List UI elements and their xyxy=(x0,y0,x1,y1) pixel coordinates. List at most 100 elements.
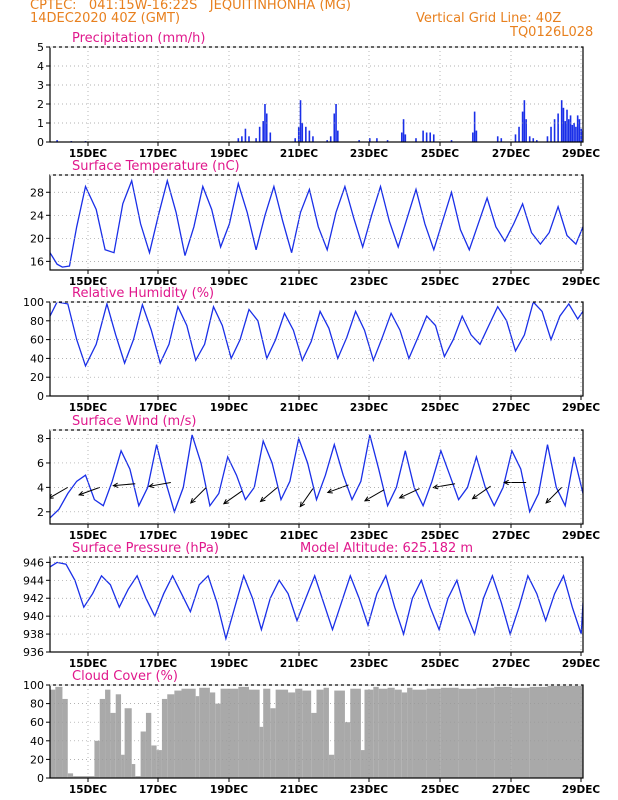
cloud-bar xyxy=(401,692,408,778)
y-tick-label: 1 xyxy=(37,117,44,130)
cloud-bar xyxy=(115,694,122,778)
precip-bar xyxy=(262,121,264,142)
cloud-bar xyxy=(360,750,365,778)
wind-arrow-head xyxy=(471,494,478,500)
series-line xyxy=(50,302,583,368)
cloud-bar xyxy=(99,698,106,778)
y-tick-label: 2 xyxy=(37,506,44,519)
precip-bar xyxy=(593,121,595,142)
y-tick-label: 28 xyxy=(30,186,44,199)
precip-bar xyxy=(571,124,574,142)
cloud-bar xyxy=(458,688,477,778)
wind-arrow-shaft xyxy=(399,488,420,499)
wind-arrow-head xyxy=(259,496,266,503)
y-tick-label: 60 xyxy=(30,334,44,347)
cloud-bar xyxy=(73,776,95,778)
precip-bar xyxy=(308,130,311,142)
wind-arrow-shaft xyxy=(78,486,100,496)
x-tick-label: 27DEC xyxy=(492,148,531,160)
x-tick-label: 25DEC xyxy=(421,530,460,542)
precip-bar xyxy=(536,140,538,142)
precip-bar xyxy=(415,138,417,142)
cloud-bar xyxy=(323,687,329,778)
cloud-bar xyxy=(50,689,56,778)
x-tick-label: 23DEC xyxy=(350,148,389,160)
precip-bar xyxy=(596,123,598,142)
wind-arrow-head xyxy=(502,479,509,486)
precip-bar xyxy=(402,119,405,142)
x-tick-label: 21DEC xyxy=(280,530,319,542)
panel-frame xyxy=(49,174,584,271)
y-tick-label: 16 xyxy=(30,255,44,268)
cloud-bar xyxy=(407,687,413,778)
cloud-bar xyxy=(62,698,68,778)
panel-title: Surface Wind (m/s) xyxy=(72,414,196,429)
x-tick-label: 15DEC xyxy=(69,148,108,160)
x-tick-label: 17DEC xyxy=(139,148,178,160)
precip-bar xyxy=(386,140,389,142)
cloud-bar xyxy=(131,764,136,778)
wind-arrow-head xyxy=(545,498,552,504)
header-station-line: CPTEC: 041:15W-16:22S JEQUITINHONHA (MG) xyxy=(30,0,351,13)
panel-6 xyxy=(46,684,584,782)
precip-bar xyxy=(369,138,371,142)
cloud-bar xyxy=(215,703,221,778)
cloud-bar xyxy=(209,692,216,778)
cloud-bar xyxy=(167,694,175,778)
precip-bar xyxy=(518,126,520,142)
cloud-bar xyxy=(105,689,111,778)
precip-bar xyxy=(429,132,432,142)
precip-bar xyxy=(575,126,577,142)
precip-bar xyxy=(591,125,593,142)
x-tick-label: 19DEC xyxy=(210,402,249,414)
precip-bar xyxy=(56,140,58,142)
precip-bar xyxy=(586,119,588,142)
precip-bar xyxy=(294,138,296,142)
panel-frame xyxy=(49,46,584,143)
cloud-bar xyxy=(316,689,324,778)
y-tick-label: 2 xyxy=(37,98,44,111)
cloud-bar xyxy=(529,686,548,778)
precip-bar xyxy=(422,130,424,142)
cloud-bar xyxy=(110,712,116,778)
wind-arrow-head xyxy=(112,482,119,488)
panel-content xyxy=(50,178,583,268)
y-tick-label: 0 xyxy=(37,772,44,785)
x-tick-label: 27DEC xyxy=(492,276,531,288)
precip-bar xyxy=(564,121,567,142)
wind-arrow-head xyxy=(326,488,333,494)
x-tick-label: 29DEC xyxy=(562,658,601,670)
panel-4 xyxy=(46,429,584,528)
wind-arrow-shaft xyxy=(50,486,69,499)
y-tick-label: 100 xyxy=(23,679,44,692)
y-tick-label: 24 xyxy=(30,209,44,222)
wind-arrow-shaft xyxy=(260,486,278,502)
cloud-bar xyxy=(373,686,379,778)
y-tick-label: 936 xyxy=(23,646,44,659)
x-tick-label: 15DEC xyxy=(69,276,108,288)
x-tick-label: 17DEC xyxy=(139,402,178,414)
precip-bar xyxy=(600,136,602,142)
x-tick-label: 19DEC xyxy=(210,784,249,796)
y-tick-label: 3 xyxy=(37,79,44,92)
panel-title: Cloud Cover (%) xyxy=(72,669,178,684)
precip-bar xyxy=(573,123,575,142)
x-tick-label: 21DEC xyxy=(280,658,319,670)
y-tick-label: 40 xyxy=(30,352,44,365)
cloud-bar xyxy=(145,712,152,778)
cloud-bar xyxy=(275,689,289,778)
wind-arrow-shaft xyxy=(545,487,563,504)
series-line xyxy=(50,561,583,642)
precip-bar xyxy=(472,132,474,142)
precip-bar xyxy=(326,140,328,142)
precip-bar xyxy=(523,100,526,142)
precip-bar xyxy=(376,138,378,142)
x-tick-label: 21DEC xyxy=(280,402,319,414)
cloud-bar xyxy=(195,696,200,778)
cloud-bar xyxy=(140,731,146,778)
cloud-bar xyxy=(387,687,395,778)
wind-arrow-head xyxy=(299,501,305,508)
y-tick-label: 946 xyxy=(23,556,44,569)
x-tick-label: 19DEC xyxy=(210,530,249,542)
precip-bar xyxy=(604,129,606,142)
